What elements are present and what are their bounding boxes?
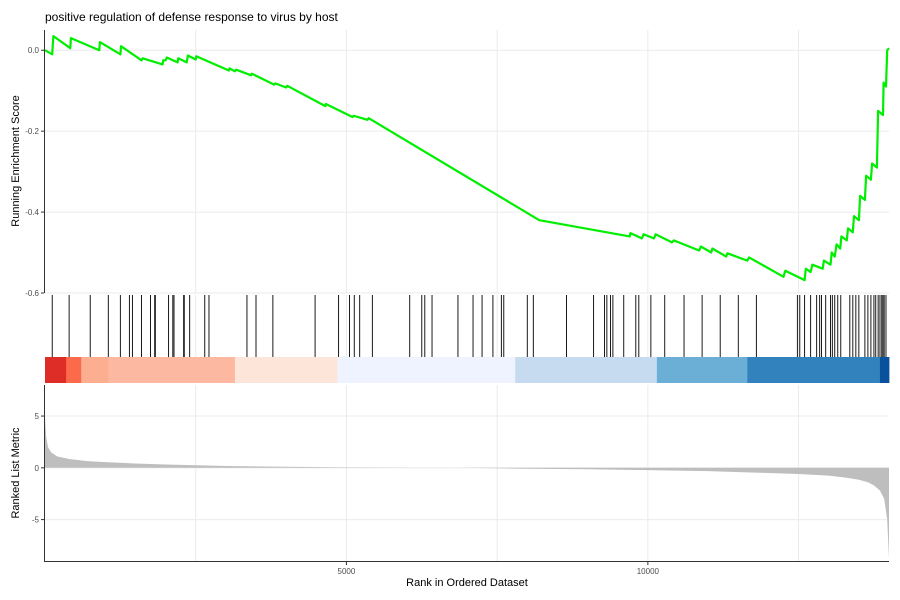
- gene-hit-ticks: [51, 295, 887, 357]
- rank-x-ticks: 5000 10000: [338, 562, 660, 576]
- es-y-tick-label: 0.0: [28, 46, 40, 55]
- gene-hit-positions-panel: [45, 295, 890, 383]
- plot-title: positive regulation of defense response …: [45, 10, 339, 24]
- rank-color-segment: [515, 357, 658, 383]
- es-y-tick-label: -0.2: [25, 127, 39, 136]
- rank-color-segment: [337, 357, 516, 383]
- rank-y-tick-label: 0: [35, 464, 40, 473]
- rank-y-ticks: 5 0 -5: [32, 412, 44, 525]
- es-y-ticks: 0.0 -0.2 -0.4 -0.6: [25, 46, 44, 298]
- rank-color-bar: [45, 357, 890, 383]
- rank-color-segment: [879, 357, 890, 383]
- es-y-axis-title: Running Enrichment Score: [10, 95, 22, 226]
- ranked-list-metric-area: [45, 418, 889, 559]
- rank-color-segment: [81, 357, 109, 383]
- running-enrichment-score-panel: 0.0 -0.2 -0.4 -0.6 Running Enrichment Score: [10, 30, 890, 298]
- rank-x-tick-label: 5000: [338, 567, 356, 576]
- rank-y-tick-label: -5: [32, 516, 40, 525]
- rank-color-segment: [45, 357, 67, 383]
- rank-y-axis-title: Ranked List Metric: [10, 427, 22, 519]
- rank-gridlines: [45, 385, 889, 561]
- rank-x-tick-label: 10000: [637, 567, 660, 576]
- rank-color-segment: [747, 357, 881, 383]
- rank-x-axis-title: Rank in Ordered Dataset: [406, 577, 528, 589]
- rank-color-segment: [234, 357, 338, 383]
- rank-y-tick-label: 5: [35, 412, 40, 421]
- es-y-tick-label: -0.4: [25, 208, 39, 217]
- running-enrichment-score-line: [44, 35, 890, 282]
- es-y-tick-label: -0.6: [25, 289, 39, 298]
- rank-color-segment: [66, 357, 82, 383]
- rank-color-segment: [656, 357, 748, 383]
- ranked-list-metric-panel: 5 0 -5 5000 10000 Ranked List Metric Rank i…: [10, 385, 889, 589]
- rank-color-segment: [108, 357, 236, 383]
- es-gridlines: [45, 30, 889, 294]
